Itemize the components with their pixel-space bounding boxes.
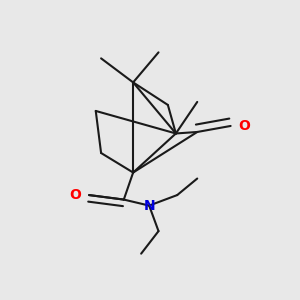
Text: O: O (70, 188, 82, 202)
Text: N: N (143, 199, 155, 213)
Text: O: O (238, 119, 250, 133)
